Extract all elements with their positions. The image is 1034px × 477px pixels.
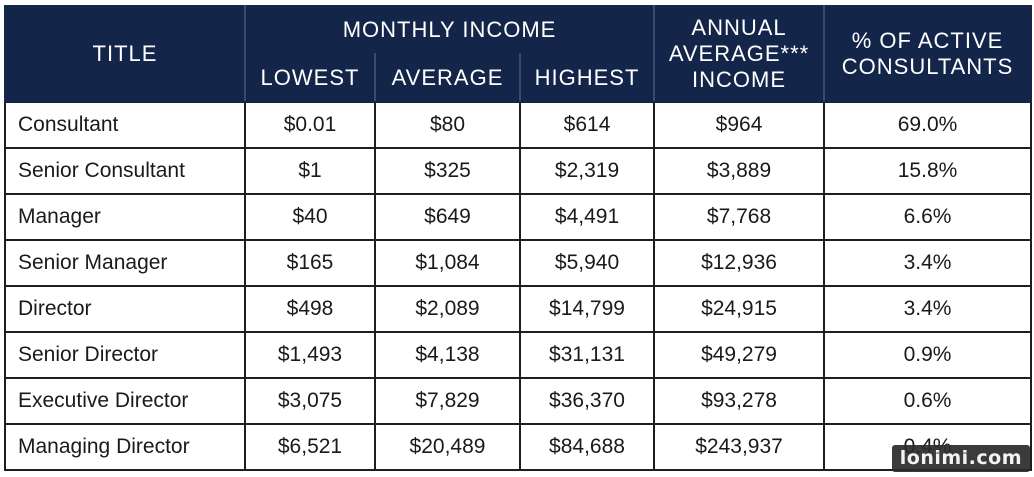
cell-title: Senior Consultant — [4, 147, 246, 195]
cell-pct: 69.0% — [823, 101, 1033, 149]
cell-pct: 0.9% — [823, 331, 1033, 379]
cell-average: $649 — [374, 193, 521, 241]
cell-title: Director — [4, 285, 246, 333]
header-annual-line2: AVERAGE*** — [668, 41, 810, 66]
cell-average: $20,489 — [374, 423, 521, 471]
cell-average: $325 — [374, 147, 521, 195]
table-row: Director $498 $2,089 $14,799 $24,915 3.4… — [4, 285, 1033, 333]
cell-annual: $12,936 — [653, 239, 826, 287]
cell-average: $4,138 — [374, 331, 521, 379]
cell-lowest: $1 — [244, 147, 376, 195]
header-title: TITLE — [4, 5, 246, 103]
table-row: Manager $40 $649 $4,491 $7,768 6.6% — [4, 193, 1033, 241]
header-annual-average-income: ANNUAL AVERAGE*** INCOME — [653, 5, 826, 103]
cell-lowest: $6,521 — [244, 423, 376, 471]
cell-annual: $243,937 — [653, 423, 826, 471]
table-row: Managing Director $6,521 $20,489 $84,688… — [4, 423, 1033, 471]
table-row: Senior Manager $165 $1,084 $5,940 $12,93… — [4, 239, 1033, 287]
cell-average: $2,089 — [374, 285, 521, 333]
header-pct-active-consultants: % OF ACTIVE CONSULTANTS — [823, 5, 1033, 103]
table-row: Senior Consultant $1 $325 $2,319 $3,889 … — [4, 147, 1033, 195]
header-average: AVERAGE — [374, 53, 521, 103]
header-pct-line1: % OF ACTIVE — [851, 28, 1004, 53]
cell-lowest: $40 — [244, 193, 376, 241]
cell-highest: $84,688 — [518, 423, 656, 471]
header-annual-line3: INCOME — [692, 67, 787, 92]
table-row: Consultant $0.01 $80 $614 $964 69.0% — [4, 101, 1033, 149]
cell-title: Manager — [4, 193, 246, 241]
cell-title: Senior Director — [4, 331, 246, 379]
header-pct-line2: CONSULTANTS — [841, 54, 1014, 79]
header-monthly-income: MONTHLY INCOME — [243, 5, 656, 55]
cell-highest: $14,799 — [518, 285, 656, 333]
cell-lowest: $1,493 — [244, 331, 376, 379]
cell-highest: $36,370 — [518, 377, 656, 425]
cell-highest: $31,131 — [518, 331, 656, 379]
cell-annual: $49,279 — [653, 331, 826, 379]
cell-lowest: $165 — [244, 239, 376, 287]
cell-average: $1,084 — [374, 239, 521, 287]
header-highest: HIGHEST — [518, 53, 656, 103]
cell-title: Consultant — [4, 101, 246, 149]
cell-annual: $964 — [653, 101, 826, 149]
income-table: TITLE MONTHLY INCOME ANNUAL AVERAGE*** I… — [4, 5, 1033, 471]
cell-highest: $614 — [518, 101, 656, 149]
cell-average: $7,829 — [374, 377, 521, 425]
cell-highest: $4,491 — [518, 193, 656, 241]
cell-lowest: $0.01 — [244, 101, 376, 149]
table-row: Executive Director $3,075 $7,829 $36,370… — [4, 377, 1033, 425]
cell-pct: 3.4% — [823, 285, 1033, 333]
cell-highest: $5,940 — [518, 239, 656, 287]
cell-title: Senior Manager — [4, 239, 246, 287]
cell-average: $80 — [374, 101, 521, 149]
table-row: Senior Director $1,493 $4,138 $31,131 $4… — [4, 331, 1033, 379]
cell-annual: $24,915 — [653, 285, 826, 333]
cell-lowest: $3,075 — [244, 377, 376, 425]
cell-annual: $3,889 — [653, 147, 826, 195]
table-header: TITLE MONTHLY INCOME ANNUAL AVERAGE*** I… — [4, 5, 1033, 103]
header-annual-line1: ANNUAL — [691, 15, 787, 40]
cell-pct: 6.6% — [823, 193, 1033, 241]
table-body: Consultant $0.01 $80 $614 $964 69.0% Sen… — [4, 101, 1033, 471]
cell-pct: 3.4% — [823, 239, 1033, 287]
cell-annual: $7,768 — [653, 193, 826, 241]
cell-annual: $93,278 — [653, 377, 826, 425]
cell-pct: 0.6% — [823, 377, 1033, 425]
header-lowest: LOWEST — [244, 53, 376, 103]
cell-title: Managing Director — [4, 423, 246, 471]
cell-pct: 15.8% — [823, 147, 1033, 195]
cell-highest: $2,319 — [518, 147, 656, 195]
cell-title: Executive Director — [4, 377, 246, 425]
watermark-logo: lonimi.com — [891, 445, 1030, 472]
cell-lowest: $498 — [244, 285, 376, 333]
